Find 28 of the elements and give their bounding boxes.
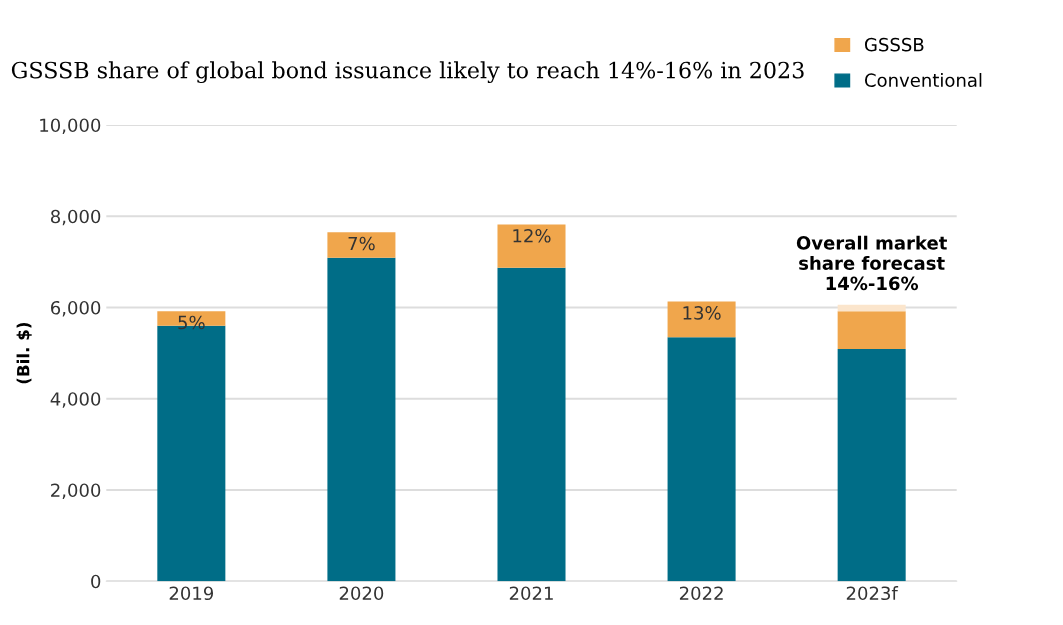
y-axis-title: (Bil. $): [16, 323, 32, 384]
annotation: 7%: [348, 236, 375, 251]
bar: [497, 224, 566, 268]
bar: [837, 304, 906, 312]
bar: [497, 267, 566, 582]
bar: [327, 257, 396, 582]
x-tick-label: 2022: [679, 586, 723, 601]
x-tick-label: 2020: [339, 586, 384, 601]
y-tick-label: 8,000: [50, 209, 101, 226]
annotation: 12%: [513, 228, 551, 243]
chart-title: GSSSB share of global bond issuance likely to reach 14%-16% in 2023: [11, 61, 804, 84]
bar: [327, 232, 396, 258]
legend-label: Conventional: [864, 73, 982, 87]
annotation: 13%: [683, 306, 721, 320]
y-tick-label: 6,000: [51, 300, 101, 317]
y-tick-label: 2,000: [51, 483, 101, 499]
legend-label: GSSSB: [864, 37, 924, 52]
bar: [667, 301, 736, 338]
annotation: Overall market share forecast 14%-16%: [796, 235, 947, 291]
bar: [837, 311, 906, 350]
bar: [667, 337, 736, 582]
x-tick-label: 2019: [169, 586, 214, 601]
bar: [837, 349, 906, 582]
y-tick-label: 4,000: [50, 392, 101, 408]
x-tick-label: 2021: [509, 586, 553, 601]
y-tick-label: 0: [91, 574, 101, 589]
y-tick-label: 10,000: [40, 118, 101, 134]
x-tick-label: 2023f: [846, 586, 899, 601]
